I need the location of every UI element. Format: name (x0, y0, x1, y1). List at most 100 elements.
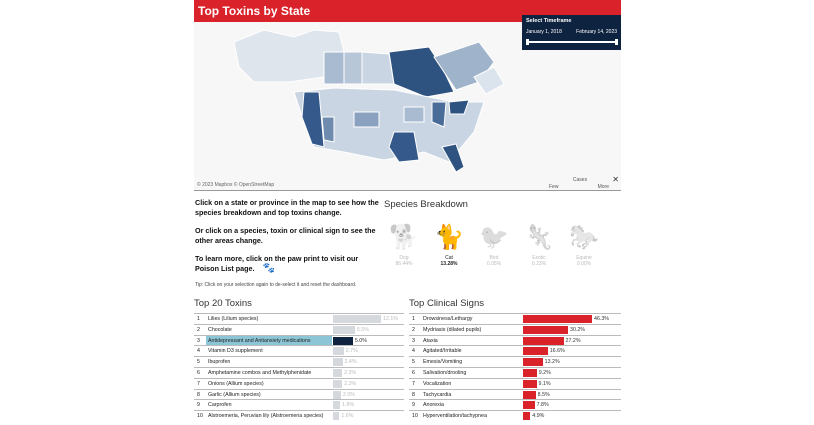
species-breakdown: Species Breakdown 🐕 Dog 86.44% 🐈 Cat 13.2… (384, 199, 619, 267)
row-rank: 10 (197, 413, 203, 420)
species-value: 86.44% (395, 261, 413, 267)
slider-handle-end[interactable] (615, 39, 618, 45)
table-row[interactable]: 6 Salivation/drooling 9.2% (409, 366, 621, 378)
table-row[interactable]: 3 Antidepressant and Antianxiety medicat… (194, 334, 404, 346)
species-name: Cat (445, 255, 453, 261)
row-percent: 30.2% (570, 326, 586, 333)
table-row[interactable]: 10 Hyperventilation/tachypnea 4.9% (409, 410, 621, 421)
row-bar (333, 390, 341, 399)
species-cat[interactable]: 🐈 Cat 13.28% (429, 221, 469, 267)
top-clinical-signs-table: Top Clinical Signs 1 Drowsiness/Lethargy… (409, 298, 621, 421)
row-rank: 1 (197, 316, 200, 322)
row-name: Vitamin D3 supplement (208, 348, 263, 355)
row-percent: 9.2% (538, 369, 551, 376)
row-bar (333, 368, 343, 377)
species-dog[interactable]: 🐕 Dog 86.44% (384, 221, 424, 267)
choropleth-map[interactable]: © 2023 Mapbox © OpenStreetMap Cases ✕ Fe… (194, 22, 621, 190)
table-row[interactable]: 1 Drowsiness/Lethargy 46.3% (409, 313, 621, 324)
row-name: Emesis/Vomiting (423, 359, 463, 366)
table-row[interactable]: 5 Ibuprofen 2.4% (194, 356, 404, 367)
row-name: Anorexia (423, 402, 444, 409)
dog-icon: 🐕 (389, 224, 419, 251)
row-name: Alstroemeria, Peruvian lily (Alstroemeri… (208, 413, 324, 420)
row-name: Vocalization (423, 380, 452, 387)
slider-handle-start[interactable] (526, 39, 529, 45)
row-rank: 5 (412, 359, 415, 366)
row-name: Tachycardia (423, 391, 452, 398)
row-rank: 2 (197, 326, 200, 333)
row-rank: 6 (197, 369, 200, 376)
signs-title: Top Clinical Signs (409, 298, 484, 309)
species-name: Equine (576, 255, 592, 261)
horse-icon: 🐎 (569, 224, 599, 251)
row-rank: 10 (412, 413, 418, 420)
species-title: Species Breakdown (384, 199, 468, 210)
row-bar (523, 412, 531, 421)
instructions: Click on a state or province in the map … (195, 198, 380, 282)
paw-print-icon[interactable]: 🐾 (262, 263, 275, 274)
table-row[interactable]: 4 Vitamin D3 supplement 2.7% (194, 345, 404, 356)
species-name: Bird (489, 255, 499, 261)
row-bar (523, 358, 543, 367)
row-bar (333, 315, 381, 323)
row-rank: 8 (197, 391, 200, 398)
row-percent: 12.1% (383, 316, 399, 322)
species-bird[interactable]: 🐦 Bird 0.05% (474, 221, 514, 267)
row-rank: 1 (412, 316, 415, 322)
table-row[interactable]: 2 Mydriasis (dilated pupils) 30.2% (409, 323, 621, 335)
row-rank: 7 (412, 380, 415, 387)
row-percent: 2.3% (344, 380, 357, 387)
row-bar (333, 379, 343, 388)
table-row[interactable]: 2 Chocolate 5.5% (194, 323, 404, 335)
row-bar (333, 347, 344, 356)
row-name: Carprofen (208, 402, 232, 409)
toxins-title: Top 20 Toxins (194, 298, 252, 309)
divider (194, 190, 621, 191)
table-row[interactable]: 8 Tachycardia 8.5% (409, 388, 621, 400)
row-percent: 27.2% (565, 337, 581, 344)
row-rank: 4 (197, 348, 200, 355)
dashboard: Top Toxins by State © 2023 Mapbox © Open… (194, 0, 621, 425)
dashboard-title: Top Toxins by State (194, 0, 621, 22)
timeframe-filter[interactable]: Select Timeframe January 1, 2018 February… (522, 15, 621, 50)
row-bar (523, 315, 592, 323)
timeframe-slider-track[interactable] (526, 41, 618, 43)
bird-icon: 🐦 (479, 224, 509, 251)
table-row[interactable]: 6 Amphetamine combos and Methylphenidate… (194, 366, 404, 378)
row-name: Garlic (Allium species) (208, 391, 261, 398)
row-name: Chocolate (208, 326, 232, 333)
row-rank: 4 (412, 348, 415, 355)
lizard-icon: 🦎 (524, 224, 554, 251)
row-name: Ataxia (423, 337, 438, 344)
row-percent: 7.8% (536, 402, 549, 409)
row-percent: 1.8% (342, 402, 355, 409)
row-percent: 2.4% (344, 359, 357, 366)
table-row[interactable]: 4 Agitated/Irritable 16.6% (409, 345, 621, 356)
table-row[interactable]: 7 Onions (Allium species) 2.3% (194, 377, 404, 389)
species-value: 0.05% (486, 261, 502, 267)
table-row[interactable]: 3 Ataxia 27.2% (409, 334, 621, 346)
row-percent: 2.0% (342, 391, 355, 398)
table-row[interactable]: 7 Vocalization 9.1% (409, 377, 621, 389)
top-toxins-table: Top 20 Toxins 1 Lilies (Lilium species) … (194, 298, 404, 421)
row-name: Mydriasis (dilated pupils) (423, 326, 482, 333)
species-exotic[interactable]: 🦎 Exotic 0.23% (519, 221, 559, 267)
row-rank: 9 (197, 402, 200, 409)
table-row[interactable]: 9 Carprofen 1.8% (194, 399, 404, 410)
row-percent: 9.1% (538, 380, 551, 387)
row-name: Lilies (Lilium species) (208, 316, 259, 322)
table-row[interactable]: 8 Garlic (Allium species) 2.0% (194, 388, 404, 400)
row-bar (523, 368, 537, 377)
close-icon[interactable]: ✕ (612, 175, 619, 184)
legend-high: More (597, 184, 609, 190)
row-rank: 6 (412, 369, 415, 376)
row-name: Ibuprofen (208, 359, 231, 366)
species-equine[interactable]: 🐎 Equine 0.00% (564, 221, 604, 267)
row-rank: 2 (412, 326, 415, 333)
table-row[interactable]: 9 Anorexia 7.8% (409, 399, 621, 410)
table-row[interactable]: 1 Lilies (Lilium species) 12.1% (194, 313, 404, 324)
table-row[interactable]: 5 Emesis/Vomiting 13.2% (409, 356, 621, 367)
map-shapes[interactable] (194, 22, 621, 190)
row-bar (333, 325, 355, 334)
table-row[interactable]: 10 Alstroemeria, Peruvian lily (Alstroem… (194, 410, 404, 421)
